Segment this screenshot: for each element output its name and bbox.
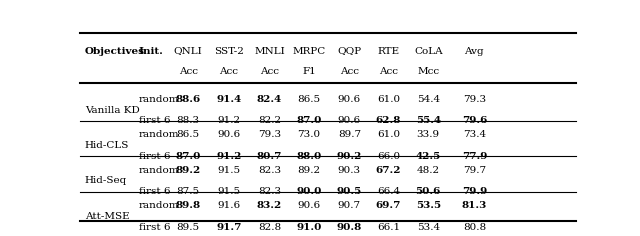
Text: first 6: first 6 (138, 152, 170, 161)
Text: 89.2: 89.2 (175, 166, 201, 175)
Text: 91.7: 91.7 (216, 223, 241, 232)
Text: Acc: Acc (379, 67, 398, 76)
Text: 89.8: 89.8 (175, 201, 201, 210)
Text: 53.5: 53.5 (415, 201, 441, 210)
Text: Init.: Init. (138, 46, 163, 55)
Text: 88.3: 88.3 (177, 117, 200, 126)
Text: 79.3: 79.3 (463, 95, 486, 104)
Text: 89.7: 89.7 (338, 130, 361, 139)
Text: Acc: Acc (260, 67, 279, 76)
Text: 82.2: 82.2 (258, 117, 281, 126)
Text: 73.0: 73.0 (298, 130, 321, 139)
Text: 90.3: 90.3 (338, 166, 361, 175)
Text: Objectives: Objectives (85, 46, 145, 55)
Text: 79.9: 79.9 (461, 187, 487, 196)
Text: Acc: Acc (340, 67, 359, 76)
Text: 53.4: 53.4 (417, 223, 440, 232)
Text: 91.2: 91.2 (217, 117, 241, 126)
Text: 61.0: 61.0 (377, 95, 400, 104)
Text: 77.9: 77.9 (461, 152, 487, 161)
Text: 81.3: 81.3 (461, 201, 487, 210)
Text: 90.8: 90.8 (337, 223, 362, 232)
Text: 82.4: 82.4 (257, 95, 282, 104)
Text: random: random (138, 166, 179, 175)
Text: 48.2: 48.2 (417, 166, 440, 175)
Text: QNLI: QNLI (173, 46, 202, 55)
Text: MNLI: MNLI (254, 46, 285, 55)
Text: 90.6: 90.6 (338, 117, 361, 126)
Text: 82.3: 82.3 (258, 166, 281, 175)
Text: 91.6: 91.6 (217, 201, 241, 210)
Text: Mcc: Mcc (417, 67, 439, 76)
Text: Acc: Acc (220, 67, 238, 76)
Text: random: random (138, 201, 179, 210)
Text: 66.4: 66.4 (377, 187, 400, 196)
Text: 54.4: 54.4 (417, 95, 440, 104)
Text: 79.7: 79.7 (463, 166, 486, 175)
Text: 82.3: 82.3 (258, 187, 281, 196)
Text: 90.0: 90.0 (296, 187, 322, 196)
Text: 67.2: 67.2 (376, 166, 401, 175)
Text: random: random (138, 95, 179, 104)
Text: 79.3: 79.3 (258, 130, 281, 139)
Text: first 6: first 6 (138, 187, 170, 196)
Text: 90.5: 90.5 (337, 187, 362, 196)
Text: 87.0: 87.0 (296, 117, 322, 126)
Text: 89.5: 89.5 (177, 223, 200, 232)
Text: Acc: Acc (179, 67, 198, 76)
Text: Att-MSE: Att-MSE (85, 212, 129, 221)
Text: 80.8: 80.8 (463, 223, 486, 232)
Text: 61.0: 61.0 (377, 130, 400, 139)
Text: 87.5: 87.5 (177, 187, 200, 196)
Text: 82.8: 82.8 (258, 223, 281, 232)
Text: F1: F1 (302, 67, 316, 76)
Text: Hid-Seq: Hid-Seq (85, 177, 127, 185)
Text: MRPC: MRPC (292, 46, 326, 55)
Text: 79.6: 79.6 (461, 117, 487, 126)
Text: 86.5: 86.5 (298, 95, 321, 104)
Text: 91.4: 91.4 (216, 95, 241, 104)
Text: 89.2: 89.2 (298, 166, 321, 175)
Text: 86.5: 86.5 (177, 130, 200, 139)
Text: 66.0: 66.0 (377, 152, 400, 161)
Text: 87.0: 87.0 (175, 152, 201, 161)
Text: 50.6: 50.6 (415, 187, 441, 196)
Text: 88.0: 88.0 (296, 152, 322, 161)
Text: 42.5: 42.5 (415, 152, 441, 161)
Text: Vanilla KD: Vanilla KD (85, 105, 140, 115)
Text: 91.5: 91.5 (217, 187, 241, 196)
Text: 91.0: 91.0 (296, 223, 322, 232)
Text: QQP: QQP (337, 46, 362, 55)
Text: CoLA: CoLA (414, 46, 442, 55)
Text: 91.2: 91.2 (216, 152, 241, 161)
Text: Avg: Avg (465, 46, 484, 55)
Text: 66.1: 66.1 (377, 223, 400, 232)
Text: 90.6: 90.6 (338, 95, 361, 104)
Text: 91.5: 91.5 (217, 166, 241, 175)
Text: 83.2: 83.2 (257, 201, 282, 210)
Text: 90.2: 90.2 (337, 152, 362, 161)
Text: 88.6: 88.6 (175, 95, 201, 104)
Text: random: random (138, 130, 179, 139)
Text: 80.7: 80.7 (257, 152, 282, 161)
Text: first 6: first 6 (138, 117, 170, 126)
Text: 90.6: 90.6 (298, 201, 321, 210)
Text: first 6: first 6 (138, 223, 170, 232)
Text: 62.8: 62.8 (376, 117, 401, 126)
Text: 33.9: 33.9 (417, 130, 440, 139)
Text: 90.7: 90.7 (338, 201, 361, 210)
Text: 69.7: 69.7 (376, 201, 401, 210)
Text: 55.4: 55.4 (415, 117, 441, 126)
Text: Hid-CLS: Hid-CLS (85, 141, 129, 150)
Text: RTE: RTE (378, 46, 399, 55)
Text: 90.6: 90.6 (217, 130, 241, 139)
Text: SST-2: SST-2 (214, 46, 244, 55)
Text: 73.4: 73.4 (463, 130, 486, 139)
